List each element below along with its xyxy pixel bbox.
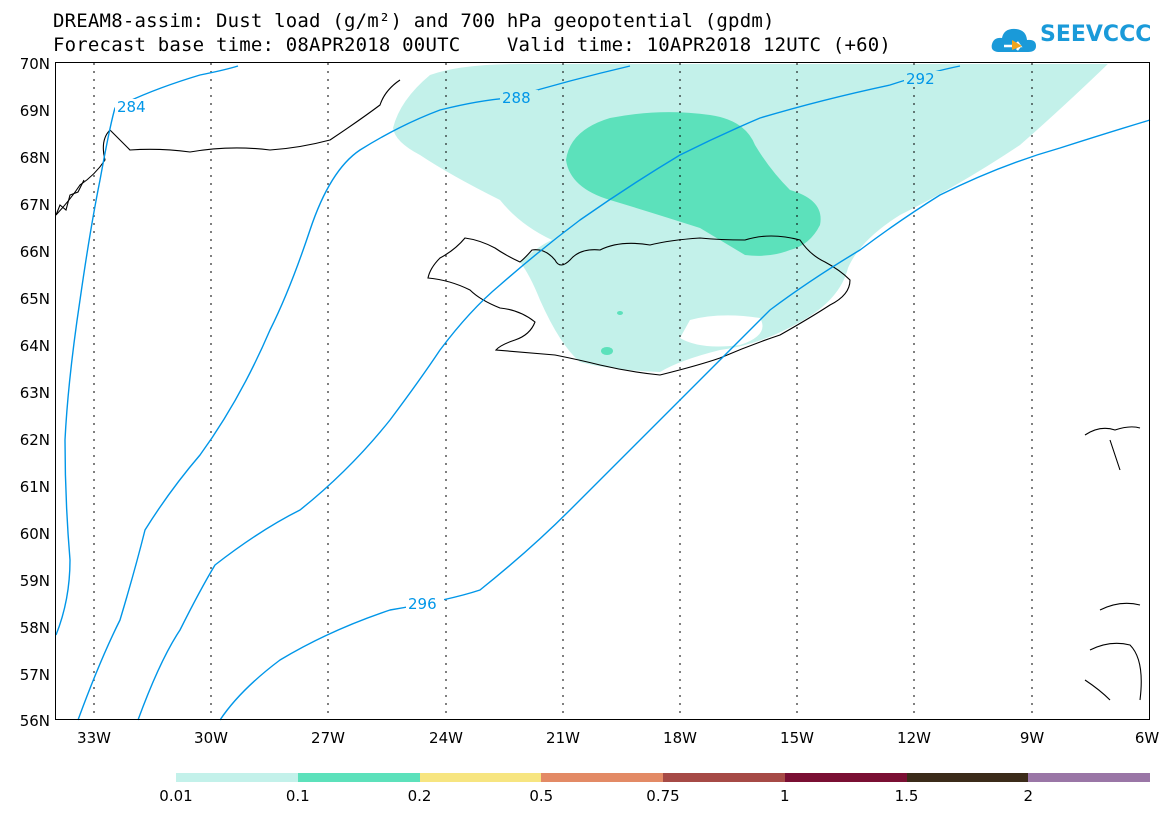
lat-label: 59N: [19, 572, 50, 590]
colorbar-label: 0.1: [285, 787, 310, 805]
colorbar-segment: [663, 773, 785, 782]
colorbar-label: 2: [1023, 787, 1034, 805]
lat-label: 57N: [19, 666, 50, 684]
colorbar-segment: [906, 773, 1029, 782]
lat-label: 58N: [19, 619, 50, 637]
colorbar-label: 0.75: [646, 787, 680, 805]
lon-label: 12W: [897, 729, 931, 747]
coastline: [55, 79, 1142, 701]
lat-label: 65N: [19, 290, 50, 308]
colorbar-label: 0.2: [407, 787, 432, 805]
colorbar-segment: [541, 773, 664, 782]
colorbar-label: 1.5: [894, 787, 919, 805]
graticule: [93, 63, 1033, 720]
lat-label: 70N: [19, 55, 50, 73]
lon-label: 33W: [77, 729, 111, 747]
lat-label: 62N: [19, 431, 50, 449]
lon-label: 6W: [1134, 729, 1160, 747]
colorbar-segment: [419, 773, 542, 782]
colorbar-segment: [1028, 773, 1151, 782]
colorbar-label: 0.5: [529, 787, 554, 805]
map-frame: [55, 62, 1150, 720]
cloud-icon: [991, 28, 1036, 52]
lon-label: 21W: [546, 729, 580, 747]
lat-label: 60N: [19, 525, 50, 543]
lat-label: 63N: [19, 384, 50, 402]
lon-label: 24W: [429, 729, 463, 747]
contour-label-292: 292: [906, 70, 935, 88]
seevccc-logo-text: SEEVCCC: [1040, 22, 1152, 47]
map-title-line-2: Forecast base time: 08APR2018 00UTC Vali…: [53, 34, 892, 56]
dust-area-medium: [566, 112, 821, 256]
lat-label: 69N: [19, 102, 50, 120]
lon-label: 30W: [194, 729, 228, 747]
colorbar-label: 1: [779, 787, 790, 805]
contour-label-288: 288: [502, 89, 531, 107]
lat-label: 66N: [19, 243, 50, 261]
lat-label: 68N: [19, 149, 50, 167]
map-title-line-1: DREAM8-assim: Dust load (g/m²) and 700 h…: [53, 10, 775, 32]
lat-label: 67N: [19, 196, 50, 214]
colorbar-segment: [176, 773, 298, 782]
lon-label: 27W: [311, 729, 345, 747]
colorbar-segment: [297, 773, 420, 782]
colorbar-segment: [784, 773, 907, 782]
lon-label: 15W: [780, 729, 814, 747]
lat-label: 56N: [19, 712, 50, 730]
contour-label-296: 296: [408, 595, 437, 613]
geopotential-contours: [55, 65, 1151, 721]
contour-label-284: 284: [117, 98, 146, 116]
lat-label: 64N: [19, 337, 50, 355]
lat-label: 61N: [19, 478, 50, 496]
lon-label: 18W: [663, 729, 697, 747]
dust-spot: [601, 347, 613, 355]
lon-label: 9W: [1019, 729, 1045, 747]
colorbar-label: 0.01: [159, 787, 193, 805]
